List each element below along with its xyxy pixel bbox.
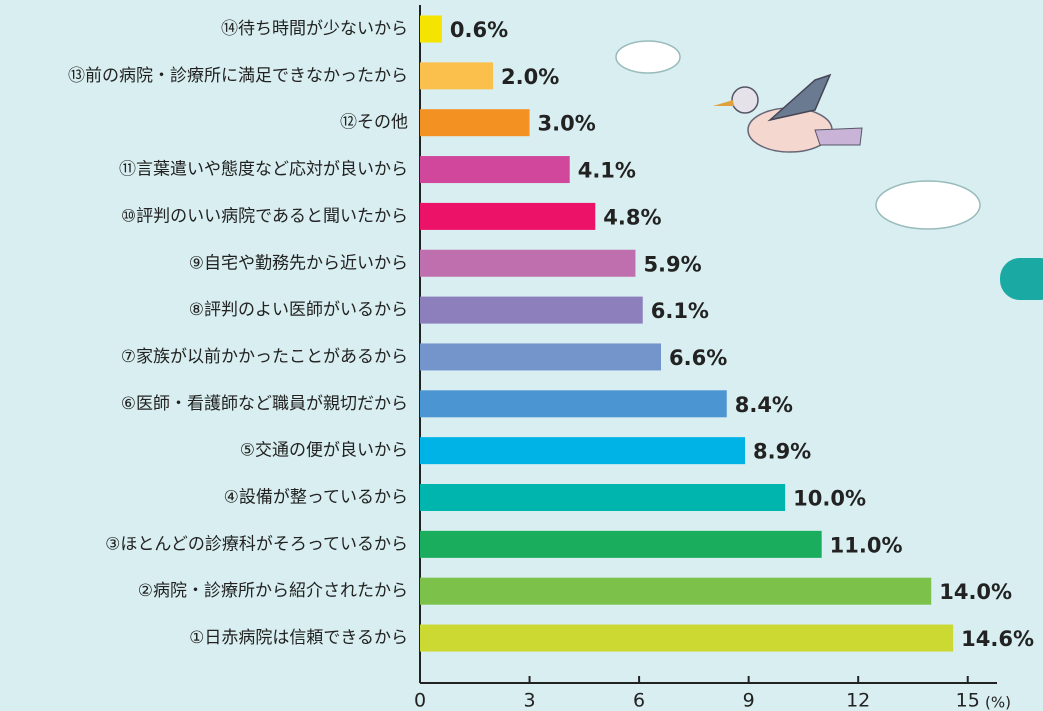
category-label: ⑧評判のよい医師がいるから bbox=[189, 300, 408, 320]
chart: (%) 0 3 6 9 12 15 ⑭待ち時間が少ないから 0.6% ⑬前の病院・診療所に満足で… bbox=[0, 0, 1043, 711]
value-label: 14.0% bbox=[939, 580, 1012, 604]
category-label: ⑭待ち時間が少ないから bbox=[221, 19, 408, 39]
x-tick-label: 12 bbox=[846, 690, 870, 711]
category-label: ③ほとんどの診療科がそろっているから bbox=[105, 534, 408, 554]
category-label: ⑩評判のいい病院であると聞いたから bbox=[121, 206, 408, 226]
value-label: 11.0% bbox=[830, 533, 903, 557]
bar bbox=[420, 390, 727, 417]
value-label: 3.0% bbox=[538, 112, 596, 136]
value-label: 6.1% bbox=[651, 299, 709, 323]
value-label: 6.6% bbox=[669, 346, 727, 370]
x-tick-label: 9 bbox=[743, 690, 755, 711]
value-label: 8.9% bbox=[753, 440, 811, 464]
bar bbox=[420, 62, 493, 89]
category-label: ⑪言葉遣いや態度など応対が良いから bbox=[119, 160, 408, 180]
value-label: 8.4% bbox=[735, 393, 793, 417]
bar bbox=[420, 250, 635, 277]
category-label: ⑤交通の便が良いから bbox=[240, 441, 408, 461]
x-tick-label: 6 bbox=[633, 690, 645, 711]
x-axis-unit: (%) bbox=[985, 694, 1011, 711]
x-tick-label: 3 bbox=[524, 690, 536, 711]
bar bbox=[420, 16, 442, 43]
bar bbox=[420, 578, 931, 605]
value-label: 14.6% bbox=[961, 627, 1034, 651]
value-label: 4.8% bbox=[603, 205, 661, 229]
bar bbox=[420, 203, 595, 230]
category-label: ⑥医師・看護師など職員が親切だから bbox=[121, 394, 408, 414]
value-label: 4.1% bbox=[578, 159, 636, 183]
bar bbox=[420, 343, 661, 370]
bar bbox=[420, 156, 570, 183]
bar bbox=[420, 484, 785, 511]
category-label: ⑦家族が以前かかったことがあるから bbox=[121, 347, 408, 367]
bar bbox=[420, 531, 822, 558]
bar bbox=[420, 437, 745, 464]
x-tick-label: 0 bbox=[414, 690, 426, 711]
category-label: ④設備が整っているから bbox=[224, 488, 408, 508]
bar bbox=[420, 109, 530, 136]
category-label: ⑫その他 bbox=[340, 113, 408, 133]
bar bbox=[420, 625, 953, 652]
category-label: ⑬前の病院・診療所に満足できなかったから bbox=[68, 66, 408, 86]
value-label: 0.6% bbox=[450, 18, 508, 42]
category-label: ⑨自宅や勤務先から近いから bbox=[189, 253, 408, 273]
value-label: 10.0% bbox=[793, 487, 866, 511]
category-label: ①日赤病院は信頼できるから bbox=[189, 628, 408, 648]
value-label: 5.9% bbox=[643, 252, 701, 276]
value-label: 2.0% bbox=[501, 65, 559, 89]
x-tick-label: 15 bbox=[956, 690, 980, 711]
category-label: ②病院・診療所から紹介されたから bbox=[138, 581, 408, 601]
bar bbox=[420, 297, 643, 324]
